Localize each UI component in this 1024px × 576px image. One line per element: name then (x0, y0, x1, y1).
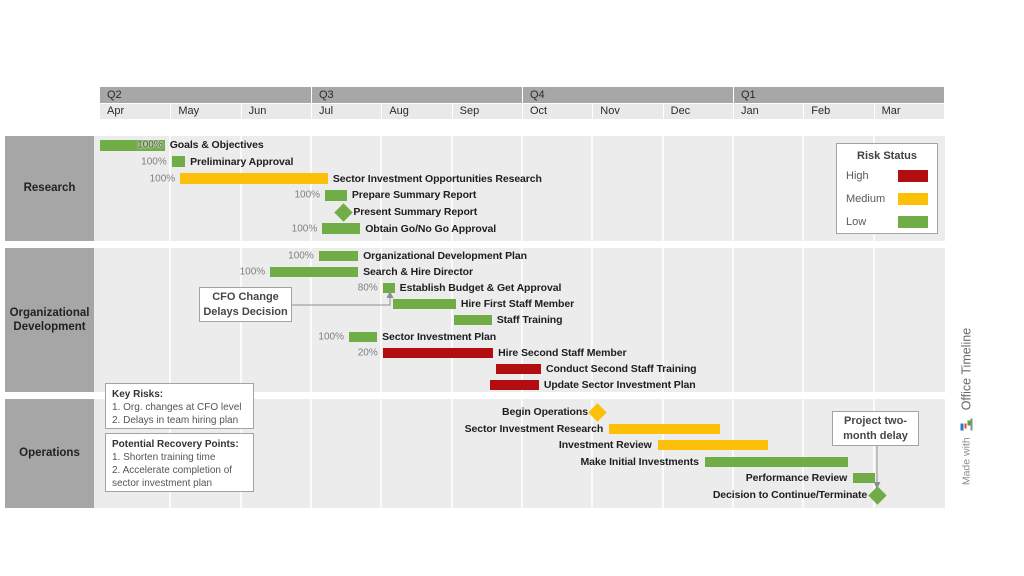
lane-header-organizational-development: Organizational Development (5, 248, 94, 392)
callout-recovery-points[interactable]: Potential Recovery Points: 1. Shorten tr… (105, 433, 254, 492)
month-gridline (309, 399, 312, 508)
month-gridline (661, 248, 664, 392)
callout-line: sector investment plan (112, 478, 213, 489)
callout-line: 1. Org. changes at CFO level (112, 402, 242, 413)
legend-swatch-low (898, 216, 928, 228)
month-label-oct: Oct (521, 104, 593, 119)
office-timeline-label: Office Timeline (959, 327, 973, 411)
legend-label: High (846, 170, 869, 182)
quarter-label-q4: Q4 (521, 87, 733, 103)
month-label-jan: Jan (732, 104, 804, 119)
callout-line: CFO Change (212, 291, 279, 304)
month-gridline (872, 399, 875, 508)
lane-background-research (94, 136, 945, 241)
month-gridline (591, 248, 594, 392)
callout-cfo-change[interactable]: CFO Change Delays Decision (199, 287, 292, 322)
month-gridline (380, 248, 383, 392)
month-gridline (872, 248, 875, 392)
month-label-sep: Sep (451, 104, 522, 119)
month-gridline (450, 136, 453, 241)
month-label-feb: Feb (803, 104, 874, 119)
callout-key-risks[interactable]: Key Risks: 1. Org. changes at CFO level … (105, 383, 254, 429)
callout-title: Key Risks: (112, 389, 164, 400)
month-band: Apr May Jun Jul Aug Sep Oct Nov Dec Jan Feb Mar (100, 104, 944, 119)
month-gridline (661, 136, 664, 241)
month-gridline (169, 136, 172, 241)
month-label-aug: Aug (381, 104, 452, 119)
callout-project-delay[interactable]: Project two- month delay (832, 411, 919, 446)
made-with-label: Made with (960, 437, 972, 486)
legend-swatch-medium (898, 193, 928, 205)
month-gridline (802, 248, 805, 392)
month-label-jun: Jun (240, 104, 311, 119)
month-gridline (380, 399, 383, 508)
office-timeline-branding: Made with Office Timeline (958, 312, 975, 502)
callout-line: 1. Shorten training time (112, 452, 216, 463)
lane-header-operations: Operations (5, 399, 94, 508)
month-gridline (450, 248, 453, 392)
callout-line: Project two- (844, 415, 907, 428)
callout-line: Delays Decision (203, 305, 288, 318)
quarter-label-q2: Q2 (100, 87, 311, 103)
month-gridline (731, 399, 734, 508)
callout-line: 2. Accelerate completion of (112, 465, 233, 476)
month-gridline (309, 136, 312, 241)
legend-label: Low (846, 216, 867, 228)
legend-row-high: High (846, 170, 928, 183)
legend-swatch-high (898, 170, 928, 182)
month-gridline (450, 399, 453, 508)
month-gridline (802, 136, 805, 241)
callout-title: Potential Recovery Points: (112, 439, 239, 450)
month-gridline (661, 399, 664, 508)
lane-header-research: Research (5, 136, 94, 241)
legend-title: Risk Status (857, 150, 917, 162)
month-label-dec: Dec (662, 104, 733, 119)
month-gridline (591, 136, 594, 241)
month-label-nov: Nov (592, 104, 663, 119)
legend-label: Medium (846, 193, 886, 205)
month-gridline (239, 136, 242, 241)
month-gridline (591, 399, 594, 508)
legend-row-low: Low (846, 216, 928, 229)
month-gridline (731, 248, 734, 392)
month-gridline (169, 248, 172, 392)
month-label-mar: Mar (873, 104, 944, 119)
month-gridline (520, 399, 523, 508)
month-gridline (380, 136, 383, 241)
quarter-band: Q2 Q3 Q4 Q1 (100, 87, 944, 103)
month-label-apr: Apr (100, 104, 171, 119)
month-gridline (731, 136, 734, 241)
month-label-jul: Jul (310, 104, 382, 119)
month-gridline (309, 248, 312, 392)
callout-line: month delay (843, 429, 908, 442)
month-label-may: May (170, 104, 241, 119)
quarter-label-q1: Q1 (732, 87, 944, 103)
month-gridline (802, 399, 805, 508)
month-gridline (520, 136, 523, 241)
legend-row-medium: Medium (846, 193, 928, 206)
quarter-label-q3: Q3 (310, 87, 522, 103)
risk-status-legend[interactable]: Risk Status High Medium Low (836, 143, 938, 234)
callout-line: 2. Delays in team hiring plan (112, 415, 239, 426)
month-gridline (520, 248, 523, 392)
office-timeline-logo-icon (960, 417, 973, 431)
